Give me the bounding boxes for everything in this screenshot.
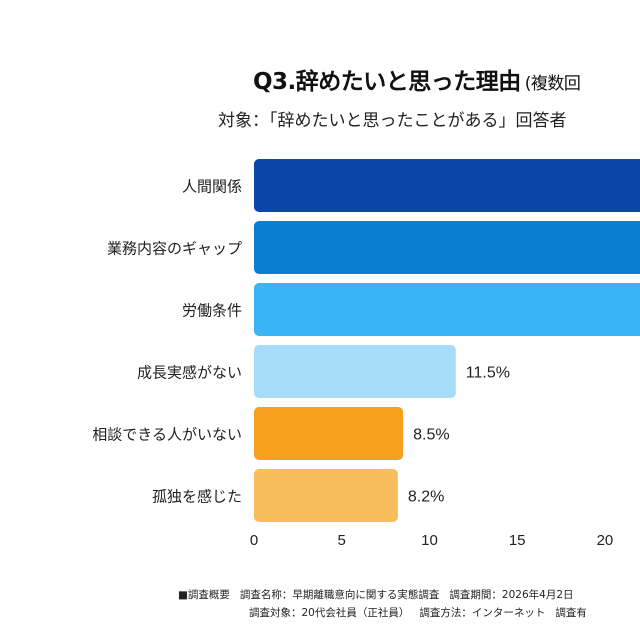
x-tick-label: 10 [421,532,438,549]
x-tick-label: 5 [338,532,346,549]
bar-4 [254,345,456,398]
x-tick-label: 15 [509,532,526,549]
survey-footer: ■調査概要 調査名称：早期離職意向に関する実態調査 調査期間：2026年4月2日 調… [178,586,597,622]
category-label: 成長実感がない [137,364,242,382]
footer-line-1: ■調査概要 調査名称：早期離職意向に関する実態調査 調査期間：2026年4月2日 [178,586,597,604]
bar-2 [254,221,640,274]
category-label: 孤独を感じた [152,488,242,506]
x-tick-label: 0 [250,532,258,549]
footer-label: ■調査概要 [178,589,230,601]
chart-subtitle: 対象：「辞めたいと思ったことがある」回答者 [218,111,567,131]
category-label: 相談できる人がいない [92,426,242,444]
footer-survey-method: 調査方法：インターネット [419,607,546,619]
bar-3 [254,283,640,336]
value-label: 8.5% [413,427,449,444]
bar-5 [254,407,404,460]
chart-title-note: (複数回 [524,74,581,94]
footer-survey-period: 調査期間：2026年4月2日 [449,589,574,601]
category-label: 業務内容のギャップ [107,240,242,258]
bar-1 [254,159,640,212]
chart-title-main: Q3.辞めたいと思った理由 [253,69,521,95]
footer-survey-name: 調査名称：早期離職意向に関する実態調査 [239,589,440,601]
value-label: 8.2% [408,489,444,506]
footer-line-2: 調査対象：20代会社員（正社員） 調査方法：インターネット 調査有 [178,604,597,622]
bar-6 [254,469,398,522]
category-label: 労働条件 [182,302,242,320]
footer-survey-target: 調査対象：20代会社員（正社員） [249,607,410,619]
chart-title: Q3.辞めたいと思った理由 (複数回 [253,62,581,96]
footer-survey-valid: 調査有 [555,607,587,619]
x-tick-label: 20 [597,532,614,549]
category-label: 人間関係 [182,178,242,196]
value-label: 11.5% [466,365,510,382]
